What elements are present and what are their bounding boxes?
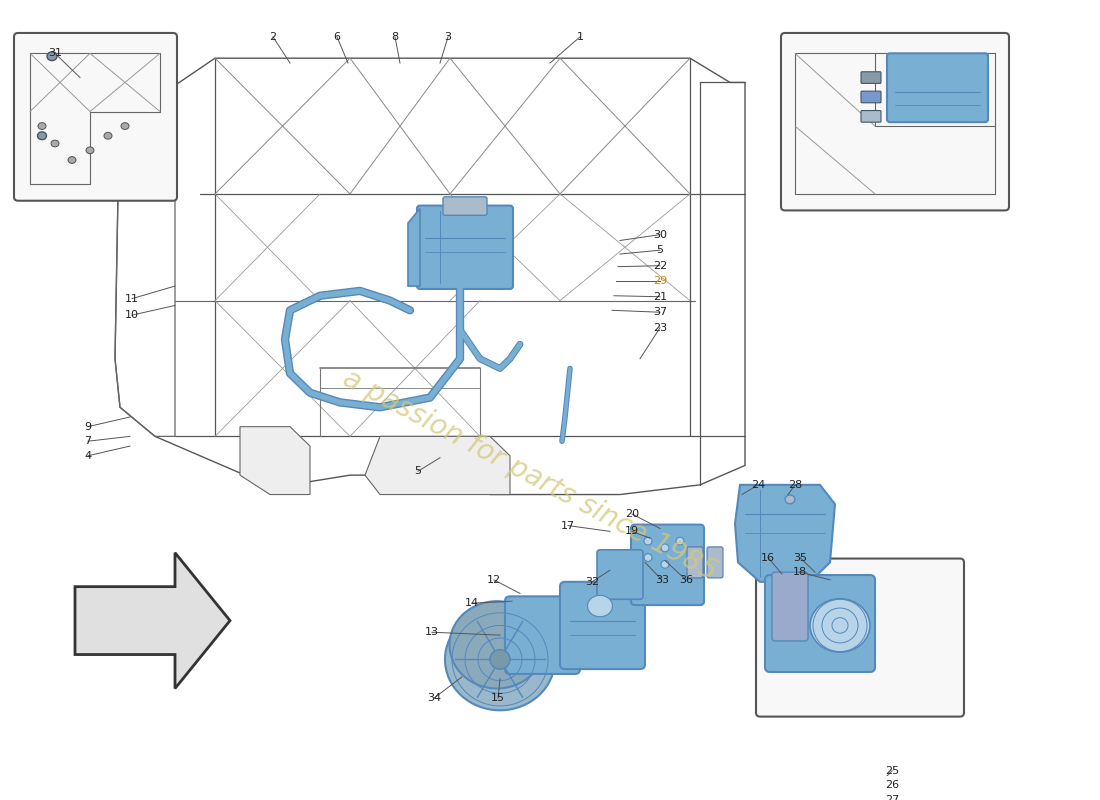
Ellipse shape <box>644 538 652 545</box>
FancyBboxPatch shape <box>764 575 875 672</box>
Ellipse shape <box>644 554 652 562</box>
Polygon shape <box>408 209 420 286</box>
Ellipse shape <box>785 495 795 504</box>
Ellipse shape <box>490 650 510 669</box>
Text: 22: 22 <box>653 261 667 270</box>
FancyBboxPatch shape <box>14 33 177 201</box>
Text: 15: 15 <box>491 693 505 703</box>
Text: 6: 6 <box>333 32 341 42</box>
Text: 25: 25 <box>884 766 899 776</box>
Text: 31: 31 <box>48 48 62 58</box>
Text: 37: 37 <box>653 307 667 318</box>
Text: 21: 21 <box>653 292 667 302</box>
Text: 19: 19 <box>625 526 639 536</box>
Text: 29: 29 <box>653 276 667 286</box>
Text: 33: 33 <box>654 575 669 585</box>
Text: 18: 18 <box>793 567 807 577</box>
Polygon shape <box>240 426 310 494</box>
FancyBboxPatch shape <box>443 197 487 215</box>
Text: 9: 9 <box>85 422 91 432</box>
Ellipse shape <box>676 538 684 545</box>
Ellipse shape <box>810 598 870 652</box>
FancyBboxPatch shape <box>707 547 723 578</box>
Text: 8: 8 <box>392 32 398 42</box>
Polygon shape <box>735 485 835 582</box>
Text: 28: 28 <box>788 480 802 490</box>
Text: 4: 4 <box>85 450 91 461</box>
Text: 30: 30 <box>653 230 667 240</box>
FancyBboxPatch shape <box>887 54 988 122</box>
Ellipse shape <box>661 561 669 568</box>
Text: 12: 12 <box>487 575 502 585</box>
Ellipse shape <box>51 140 59 147</box>
Ellipse shape <box>446 609 556 710</box>
Text: 27: 27 <box>884 795 899 800</box>
FancyBboxPatch shape <box>861 91 881 102</box>
Ellipse shape <box>121 122 129 130</box>
FancyBboxPatch shape <box>861 72 881 83</box>
FancyBboxPatch shape <box>597 550 644 599</box>
Ellipse shape <box>86 147 94 154</box>
Text: 24: 24 <box>751 480 766 490</box>
FancyBboxPatch shape <box>631 525 704 605</box>
Text: 14: 14 <box>465 598 480 608</box>
Ellipse shape <box>661 544 669 552</box>
FancyBboxPatch shape <box>781 33 1009 210</box>
Text: 10: 10 <box>125 310 139 320</box>
Text: 34: 34 <box>427 693 441 703</box>
FancyBboxPatch shape <box>772 572 808 641</box>
Text: 32: 32 <box>585 577 600 587</box>
FancyBboxPatch shape <box>560 582 645 669</box>
Text: 2: 2 <box>270 32 276 42</box>
FancyBboxPatch shape <box>505 596 580 674</box>
Ellipse shape <box>47 52 57 61</box>
Ellipse shape <box>68 157 76 163</box>
Text: 23: 23 <box>653 322 667 333</box>
Text: 3: 3 <box>444 32 451 42</box>
FancyBboxPatch shape <box>688 547 703 578</box>
Text: 13: 13 <box>425 627 439 638</box>
FancyBboxPatch shape <box>417 206 513 289</box>
Text: 11: 11 <box>125 294 139 304</box>
Ellipse shape <box>37 132 46 140</box>
Polygon shape <box>75 553 230 689</box>
Ellipse shape <box>587 595 613 617</box>
Ellipse shape <box>39 122 46 130</box>
Text: 35: 35 <box>793 553 807 562</box>
FancyBboxPatch shape <box>756 558 964 717</box>
Ellipse shape <box>104 132 112 139</box>
Ellipse shape <box>450 602 544 689</box>
Polygon shape <box>365 436 510 494</box>
Text: 26: 26 <box>884 781 899 790</box>
FancyBboxPatch shape <box>861 110 881 122</box>
Text: 1: 1 <box>576 32 583 42</box>
Text: 5: 5 <box>657 245 663 255</box>
Text: 5: 5 <box>415 466 421 476</box>
Text: 7: 7 <box>85 436 91 446</box>
Text: 20: 20 <box>625 509 639 519</box>
Text: a passion for parts since 1985: a passion for parts since 1985 <box>338 364 722 586</box>
Text: 17: 17 <box>561 521 575 530</box>
Text: 36: 36 <box>679 575 693 585</box>
Text: 16: 16 <box>761 553 776 562</box>
